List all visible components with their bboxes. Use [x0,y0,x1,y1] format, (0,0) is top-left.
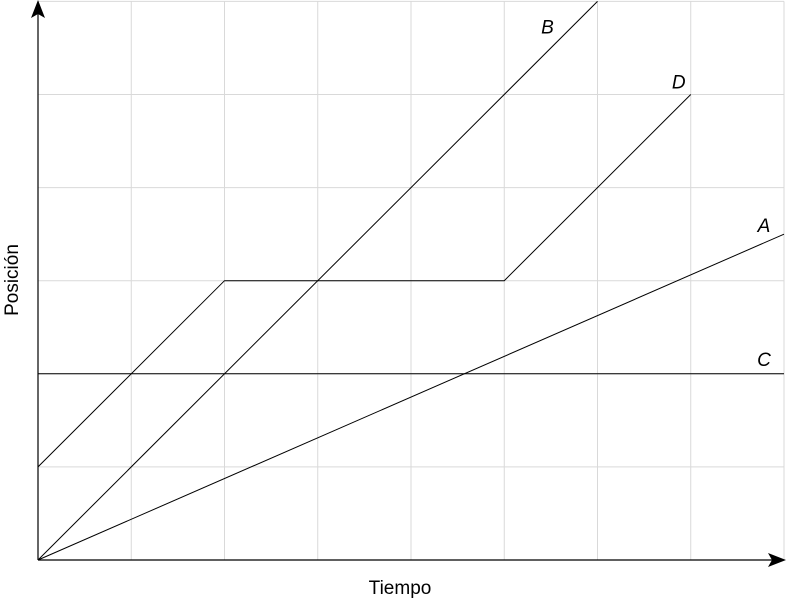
y-axis-title: Posición [2,244,23,316]
series-label-a: A [757,216,771,237]
series-labels: A B C D [541,17,771,370]
y-axis-arrowhead [31,0,45,18]
series-label-b: B [541,17,554,38]
series-label-d: D [672,73,686,94]
series-line-d [37,94,692,468]
series-lines [37,1,785,561]
series-line-a [37,233,785,561]
series-label-c: C [757,350,771,371]
x-axis-title: Tiempo [369,578,432,599]
axes [31,0,786,567]
x-axis-arrowhead [768,553,786,567]
